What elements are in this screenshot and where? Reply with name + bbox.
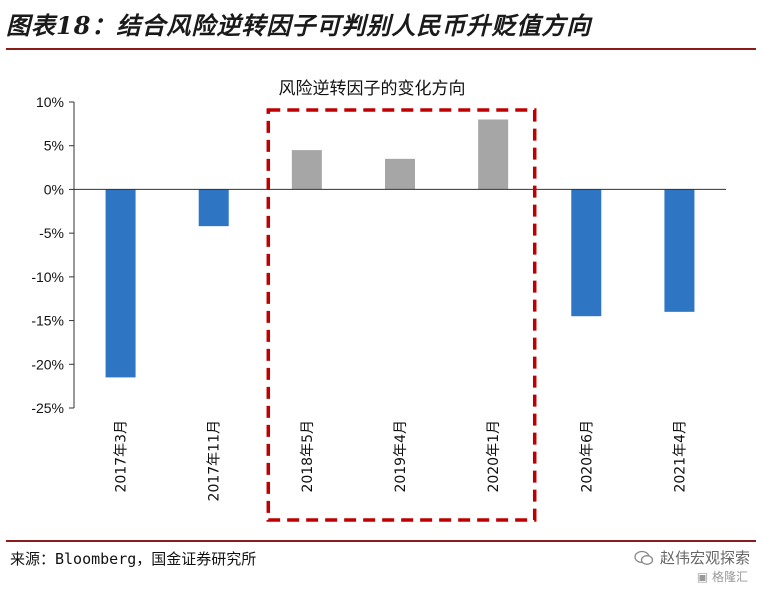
highlight-box [266,108,537,522]
gelonghui-logo-icon: ▣ [696,570,712,584]
bar-chart: 风险逆转因子的变化方向 10% 5% 0% -5% -10% -15% -20% -25% 20… [31,79,726,522]
bar-0 [105,189,136,378]
x-tick-label: 2017年11月 [207,420,223,501]
y-tick-label: -25% [31,400,64,416]
x-tick-label: 2021年4月 [672,420,688,493]
source-note: 来源：Bloomberg，国金证券研究所 [10,550,257,568]
watermark-sub: ▣ 格隆汇 [697,568,748,585]
chart-title: 风险逆转因子的变化方向 [279,79,466,99]
bar-2 [291,150,322,190]
watermark: 赵伟宏观探索 [634,547,750,568]
title-divider [6,48,756,50]
watermark-text: 赵伟宏观探索 [659,549,750,567]
x-tick-label: 2020年1月 [486,420,502,493]
bar-1 [198,189,229,227]
bar-5 [571,189,602,317]
wechat-bubble-icon [634,550,654,566]
bar-6 [664,189,695,312]
bar-4 [478,119,509,190]
bar-3 [385,158,415,190]
y-tick-label: 10% [36,94,64,110]
x-tick-label: 2017年3月 [114,420,130,493]
y-tick-label: -10% [31,269,64,285]
x-tick-label: 2019年4月 [393,420,409,493]
x-tick-label: 2020年6月 [579,420,595,493]
y-tick-label: 0% [44,181,64,197]
y-tick-label: 5% [44,138,64,154]
y-tick-label: -5% [39,225,64,241]
figure-title: 图表18：结合风险逆转因子可判别人民币升贬值方向 [6,11,592,40]
footer-divider [6,540,756,542]
y-tick-label: -20% [31,356,64,372]
x-tick-label: 2018年5月 [300,420,316,493]
y-tick-label: -15% [31,313,64,329]
watermark-sub-text: 格隆汇 [711,570,748,584]
chart-area: 风险逆转因子的变化方向 10% 5% 0% -5% -10% -15% -20% -25% 20… [0,52,762,532]
